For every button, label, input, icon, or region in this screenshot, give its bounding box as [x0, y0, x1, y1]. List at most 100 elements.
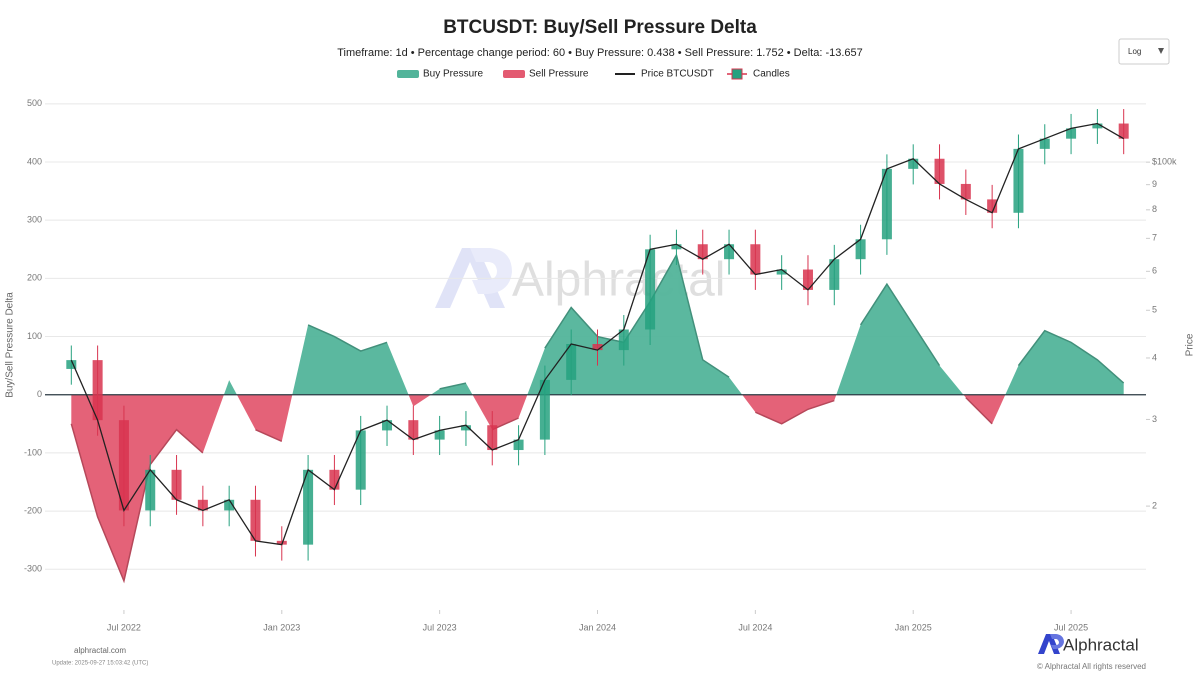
candle-body	[987, 199, 998, 213]
y2-tick-label: 4	[1152, 352, 1157, 362]
candle-body	[171, 469, 182, 500]
area	[963, 394, 1006, 424]
x-tick-label: Jul 2024	[738, 622, 772, 632]
area	[292, 324, 409, 395]
y-tick-label: -300	[24, 564, 42, 574]
legend-swatch	[503, 70, 525, 78]
candle-body	[303, 469, 314, 545]
candle-body	[92, 360, 103, 421]
candle-body	[829, 259, 840, 290]
area-edge	[544, 253, 730, 378]
candle-body	[408, 420, 419, 440]
delta-areas	[70, 253, 1125, 584]
area-edge	[755, 399, 835, 425]
candle-body	[1092, 123, 1103, 129]
candle-body	[513, 439, 524, 451]
y2-tick-label: 3	[1152, 414, 1157, 424]
candle-body	[960, 183, 971, 200]
watermark-text: Alphractal	[512, 254, 725, 307]
candle-body	[118, 420, 129, 511]
watermark-logo	[470, 248, 512, 294]
update-time: Update: 2025-09-27 15:03:42 (UTC)	[52, 661, 148, 667]
candle-body	[671, 244, 682, 250]
y-axis-label: Buy/Sell Pressure Delta	[5, 292, 16, 398]
source: alphractal.com	[74, 646, 126, 655]
candle-body	[908, 158, 919, 169]
area-edge	[255, 428, 283, 442]
dropdown-arrow[interactable]	[1158, 48, 1164, 54]
candle-body	[539, 379, 550, 440]
scale-dropdown[interactable]: Log	[1118, 38, 1170, 65]
candle-body	[1039, 138, 1050, 149]
candle-body	[382, 420, 393, 431]
y-tick-label: 100	[27, 331, 42, 341]
area	[527, 255, 743, 395]
legend-swatch	[397, 70, 419, 78]
watermark: Alphractal	[435, 248, 725, 308]
area-edge	[70, 423, 204, 584]
candle-body	[697, 244, 708, 260]
candle-body	[881, 168, 892, 240]
chart-subtitle: Timeframe: 1d • Percentage change period…	[337, 47, 863, 59]
candle-body	[1013, 148, 1024, 213]
x-tick-label: Jan 2023	[263, 622, 300, 632]
y-tick-label: 0	[37, 389, 42, 399]
y2-tick-label: 5	[1152, 305, 1157, 315]
legend-item: Sell Pressure	[503, 69, 589, 80]
area-edge	[965, 397, 993, 425]
candle-body	[776, 269, 787, 275]
area	[836, 284, 964, 395]
area-edge	[307, 324, 388, 352]
legend-label: Buy Pressure	[423, 69, 483, 80]
candle-body	[66, 360, 77, 369]
copyright: © Alphractal All rights reserved	[1037, 662, 1146, 671]
candle-body	[487, 425, 498, 451]
candle-body	[329, 469, 340, 490]
y-tick-label: 400	[27, 156, 42, 166]
candles	[66, 109, 1129, 561]
x-tick-label: Jul 2023	[423, 622, 457, 632]
area	[71, 394, 224, 581]
dropdown-label[interactable]: Log	[1128, 47, 1141, 56]
candle-body	[934, 158, 945, 184]
candle-body	[1118, 123, 1129, 139]
y2-tick-label: 2	[1152, 500, 1157, 510]
area	[1005, 330, 1124, 395]
candle-body	[250, 499, 261, 541]
candle-body	[197, 499, 208, 511]
legend-item: Price BTCUSDT	[615, 69, 714, 80]
watermark-logo	[435, 248, 505, 308]
y2-axis-label: Price	[1185, 333, 1196, 356]
area	[223, 380, 237, 395]
candle-body	[1066, 128, 1077, 139]
area-edge	[1017, 329, 1125, 384]
x-tick-label: Jul 2022	[107, 622, 141, 632]
y-tick-label: -200	[24, 505, 42, 515]
area	[472, 394, 528, 430]
candle-body	[855, 239, 866, 260]
area	[408, 394, 431, 407]
candle-body	[592, 344, 603, 351]
y2-tick-label: 8	[1152, 204, 1157, 214]
dropdown-box[interactable]	[1118, 38, 1170, 65]
y-tick-label: -100	[24, 447, 42, 457]
footer-logo: Alphractal	[1038, 634, 1139, 654]
x-tick-label: Jul 2025	[1054, 622, 1088, 632]
legend-swatch	[731, 68, 743, 80]
candle-body	[750, 244, 761, 275]
candle-body	[802, 269, 813, 290]
candle-body	[355, 430, 366, 490]
candle-body	[618, 329, 629, 351]
legend-item: Buy Pressure	[397, 69, 483, 80]
area	[430, 383, 473, 395]
logo-text: Alphractal	[1063, 635, 1139, 654]
candle-body	[724, 244, 735, 260]
area-edge	[439, 382, 467, 390]
legend-item: Candles	[727, 68, 790, 80]
legend-label: Price BTCUSDT	[641, 69, 714, 80]
legend-label: Candles	[753, 69, 790, 80]
y-tick-label: 300	[27, 215, 42, 225]
area	[236, 394, 293, 442]
y2-tick-label: 6	[1152, 266, 1157, 276]
y-tick-label: 500	[27, 98, 42, 108]
